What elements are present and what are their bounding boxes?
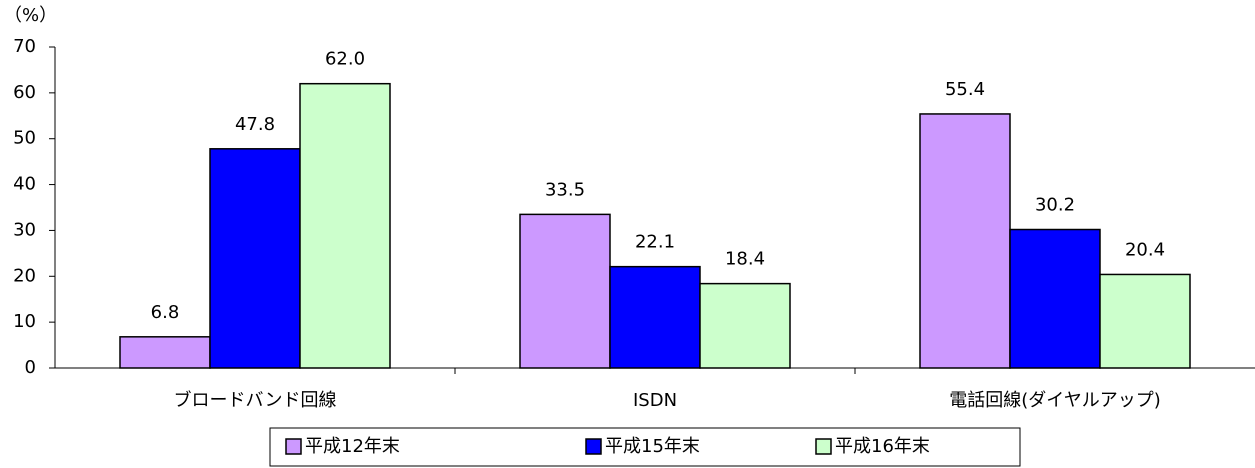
legend-label: 平成15年末 <box>605 436 700 457</box>
y-axis-label: （%） <box>4 5 57 26</box>
bar <box>699 282 791 369</box>
value-label: 33.5 <box>545 179 585 200</box>
legend-label: 平成12年末 <box>305 436 400 457</box>
value-label: 20.4 <box>1125 239 1165 260</box>
legend-marker <box>285 438 302 455</box>
x-tick-label: ブロードバンド回線 <box>174 389 337 411</box>
y-tick-label: 0 <box>25 357 36 378</box>
bar <box>1099 273 1191 369</box>
y-tick-label: 10 <box>13 311 36 332</box>
bar <box>209 148 301 369</box>
y-tick-label: 30 <box>13 219 36 240</box>
bar <box>609 265 701 369</box>
value-label: 55.4 <box>945 79 985 100</box>
bar <box>919 113 1011 369</box>
x-tick-label: ISDN <box>633 390 677 411</box>
y-tick-label: 40 <box>13 174 36 195</box>
y-tick-label: 50 <box>13 128 36 149</box>
legend-box <box>269 427 1021 467</box>
bar <box>119 336 211 369</box>
y-tick-label: 70 <box>13 36 36 57</box>
value-label: 30.2 <box>1035 195 1075 216</box>
value-label: 47.8 <box>235 114 275 135</box>
value-label: 18.4 <box>725 249 765 270</box>
bar <box>299 82 391 369</box>
legend-label: 平成16年末 <box>835 436 930 457</box>
y-tick-label: 60 <box>13 82 36 103</box>
legend-marker <box>815 438 832 455</box>
y-tick-label: 20 <box>13 265 36 286</box>
value-label: 22.1 <box>635 232 675 253</box>
value-label: 62.0 <box>325 49 365 70</box>
value-label: 6.8 <box>151 302 180 323</box>
legend-marker <box>585 438 602 455</box>
bar <box>519 213 611 369</box>
bar <box>1009 228 1101 369</box>
x-tick-label: 電話回線(ダイヤルアップ) <box>949 390 1161 411</box>
